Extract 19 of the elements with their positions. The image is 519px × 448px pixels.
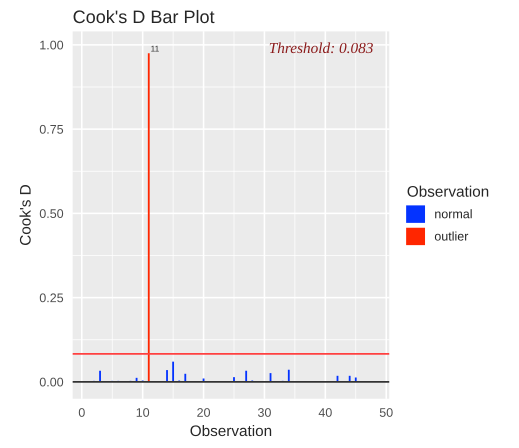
x-tick-label: 20 <box>197 408 210 417</box>
x-tick-label: 10 <box>136 408 150 417</box>
x-tick-label: 0 <box>78 408 85 417</box>
y-tick-label: 1.00 <box>40 40 64 50</box>
annotation: 11 <box>151 46 159 52</box>
y-tick-label: 0.50 <box>40 209 64 218</box>
legend-label: outlier <box>434 231 468 241</box>
x-axis-title: Observation <box>190 424 272 436</box>
legend-label: normal <box>435 209 472 218</box>
chart-title: Cook's D Bar Plot <box>74 10 214 24</box>
legend-title: Observation <box>408 186 488 197</box>
x-tick-label: 40 <box>318 408 332 417</box>
x-tick-label: 50 <box>380 408 393 417</box>
y-tick-label: 0.00 <box>40 378 64 387</box>
y-tick-label: 0.25 <box>40 293 64 302</box>
y-axis-title: Cook's D <box>20 185 31 246</box>
x-tick-label: 30 <box>258 408 271 417</box>
y-tick-label: 0.75 <box>40 124 64 134</box>
annotation: Threshold: 0.083 <box>270 42 373 54</box>
